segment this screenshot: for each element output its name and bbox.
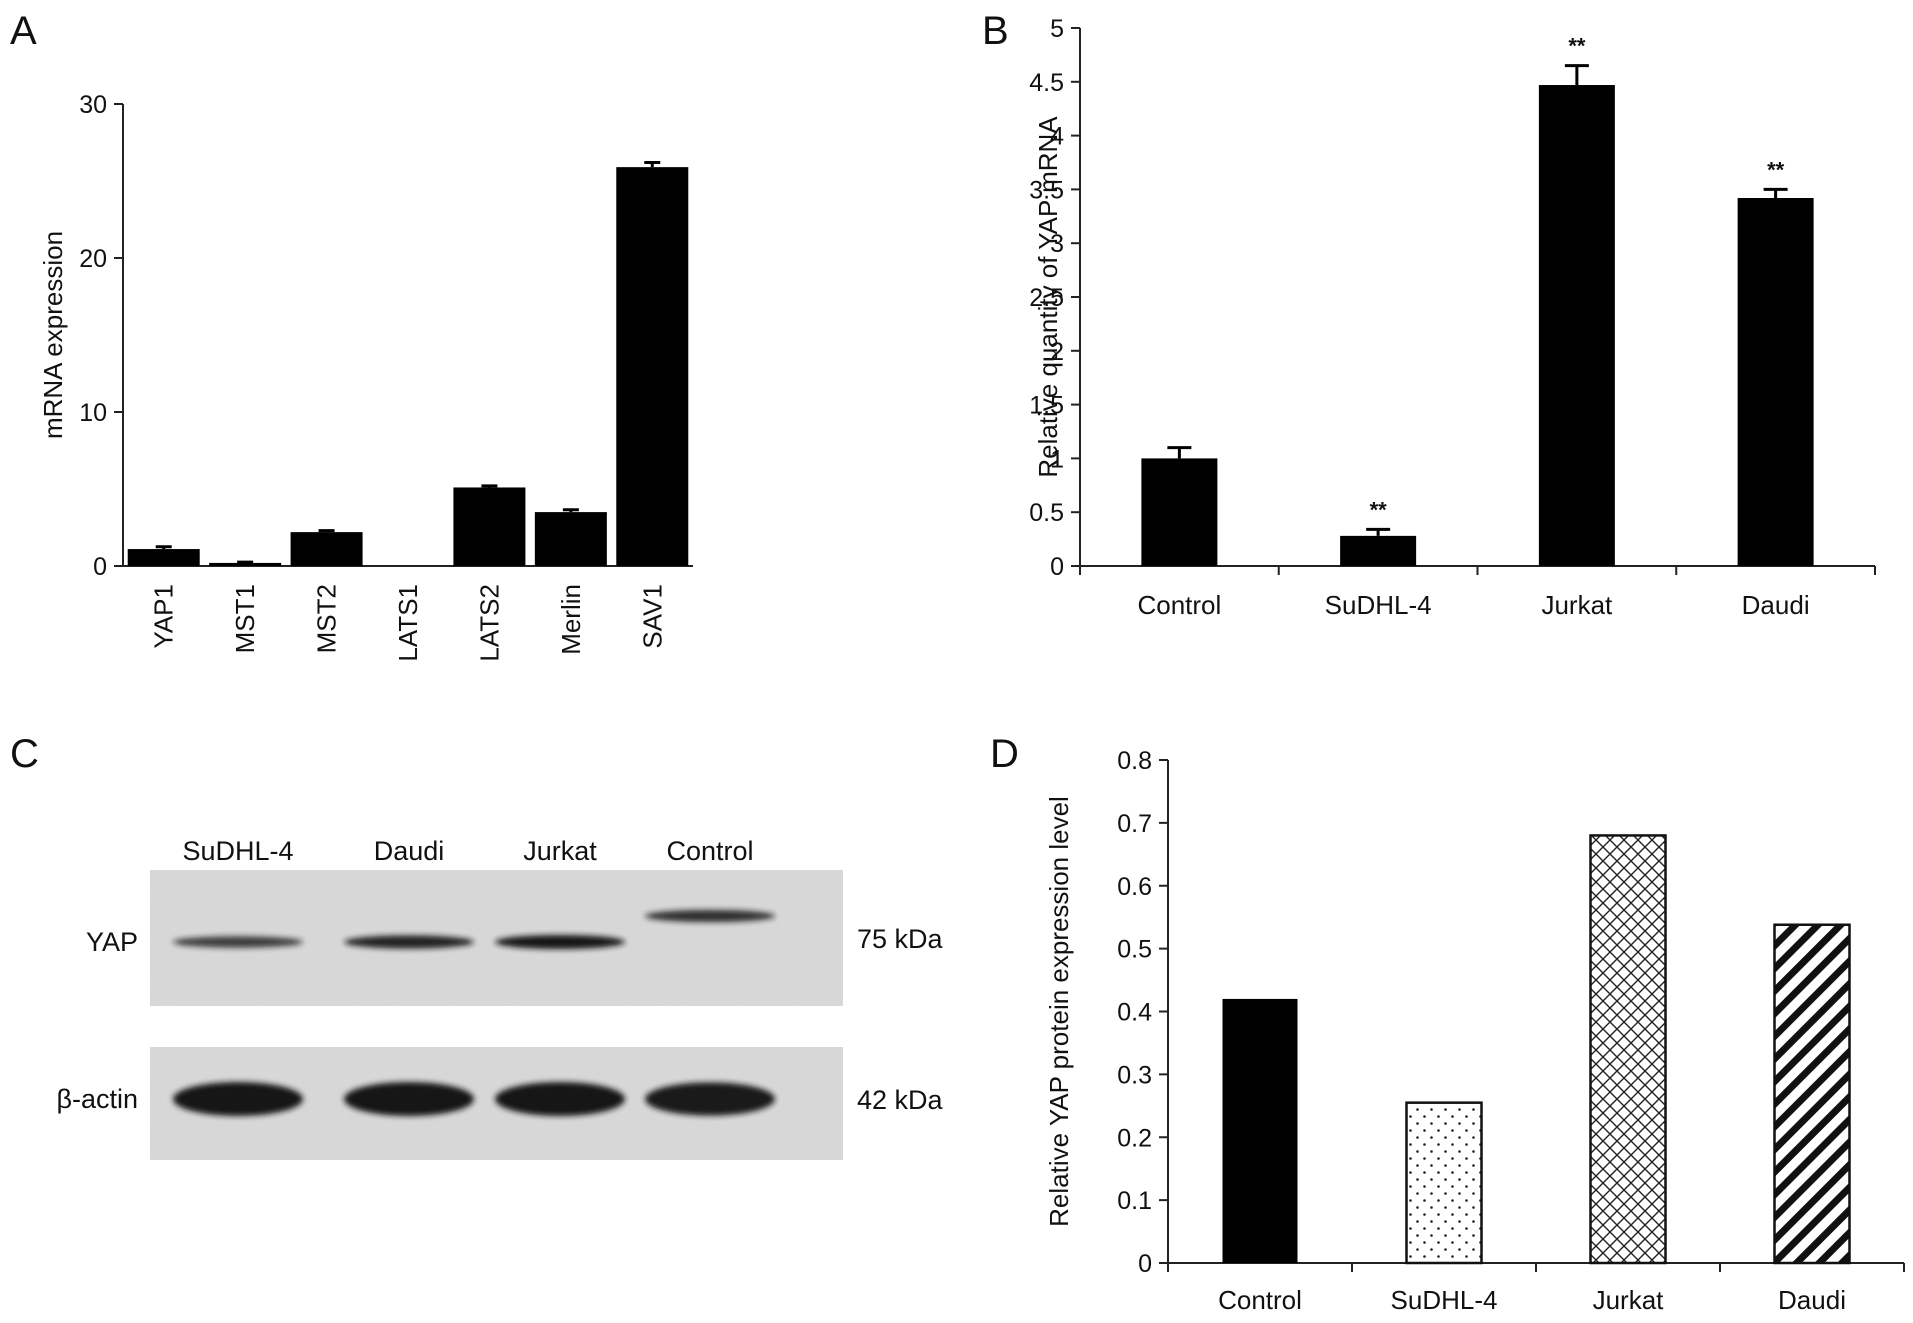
x-tick-label-mst2: MST2 [312,584,342,653]
y-tick-label: 3 [1050,230,1064,258]
bar-jurkat [1538,85,1615,566]
x-tick-label-sudhl-4: SuDHL-4 [1391,1285,1498,1315]
y-tick-label: 0.1 [1117,1187,1152,1215]
bar-sudhl-4 [1340,535,1417,566]
bar-lats2 [453,487,526,566]
y-tick-label: 0.7 [1117,810,1152,838]
bar-jurkat [1589,834,1667,1265]
band-actin-daudi [344,1082,474,1116]
lane-label-sudhl-4: SuDHL-4 [182,836,293,866]
x-tick-label-lats1: LATS1 [393,584,423,662]
y-tick-label: 0 [93,553,107,581]
bar-mst2 [290,532,363,566]
panel-b-letter: B [982,9,1009,53]
x-tick-label-lats2: LATS2 [474,584,504,662]
x-tick-label-control: Control [1218,1285,1302,1315]
significance-daudi: ** [1767,157,1785,182]
y-tick-label: 0.3 [1117,1061,1152,1089]
bar-yap1 [127,549,200,566]
band-actin-jurkat [495,1082,625,1116]
x-tick-label-jurkat: Jurkat [1593,1285,1665,1315]
y-tick-label: 4 [1050,123,1064,151]
y-tick-label: 3.5 [1029,176,1064,204]
y-tick-label: 5 [1050,15,1064,43]
x-tick-label-daudi: Daudi [1742,590,1810,620]
lane-label-control: Control [666,836,753,866]
western-blot: SuDHL-4 Daudi Jurkat Control YAP 75 kDa β-acti… [56,836,944,1160]
band-actin-sudhl-4 [173,1082,303,1116]
y-tick-label: 0 [1050,553,1064,581]
x-tick-label-yap1: YAP1 [149,584,179,649]
y-axis-label: mRNA expression [38,231,68,439]
significance-sudhl-4: ** [1370,497,1388,522]
y-tick-label: 0.2 [1117,1124,1152,1152]
bar-control [1222,998,1298,1263]
x-tick-label-sav1: SAV1 [637,584,667,649]
bar-daudi [1773,923,1851,1265]
y-tick-label: 0.5 [1117,936,1152,964]
row-label-actin: β-actin [56,1084,138,1114]
chart-b-relative-yap-mrna: 0 0.5 1 1.5 2 2.5 3 3.5 4 4.5 5 Control ** SuDHL-4 ** J… [1029,15,1876,620]
row-label-yap: YAP [86,927,138,957]
x-tick-label-control: Control [1137,590,1221,620]
bar-sav1 [616,167,689,566]
lane-label-daudi: Daudi [374,836,445,866]
y-axis-label: Relative YAP protein expression level [1044,796,1074,1227]
y-tick-label: 4.5 [1029,69,1064,97]
y-tick-label: 0 [1138,1250,1152,1278]
y-tick-label: 2.5 [1029,284,1064,312]
y-tick-label: 0.6 [1117,873,1152,901]
chart-a-mrna-expression: 0 10 20 30 YAP1 MST1 MST2 LATS1 LATS2 Merlin SAV1 m… [38,91,693,662]
y-tick-label: 0.4 [1117,999,1152,1027]
band-yap-sudhl-4 [173,936,303,948]
band-yap-jurkat [495,935,625,949]
y-axis-label: Relative quantity of YAP mRNA [1033,116,1063,478]
y-tick-label: 10 [79,399,107,427]
panel-a-letter: A [10,9,37,53]
x-tick-label-mst1: MST1 [230,584,260,653]
y-tick-label: 30 [79,91,107,119]
lane-label-jurkat: Jurkat [523,836,597,866]
band-yap-daudi [344,935,474,949]
chart-d-yap-protein-level: 0 0.1 0.2 0.3 0.4 0.5 0.6 0.7 0.8 Control SuDHL-4 J… [1044,747,1905,1315]
y-tick-label: 0.5 [1029,499,1064,527]
x-tick-label-jurkat: Jurkat [1541,590,1613,620]
bar-sudhl-4 [1405,1101,1483,1265]
y-tick-label: 2 [1050,338,1064,366]
panel-c-letter: C [10,732,39,776]
y-tick-label: 20 [79,245,107,273]
bar-mst1 [209,562,282,566]
bar-control [1141,458,1218,566]
x-tick-label-daudi: Daudi [1778,1285,1846,1315]
band-yap-control [645,909,775,923]
size-label-42-kda: 42 kDa [857,1085,944,1115]
bar-daudi [1737,198,1814,566]
panel-d-letter: D [990,732,1019,776]
x-tick-label-sudhl-4: SuDHL-4 [1325,590,1432,620]
y-tick-label: 1.5 [1029,392,1064,420]
x-tick-label-merlin: Merlin [556,584,586,655]
bar-merlin [534,512,607,566]
y-tick-label: 1 [1050,445,1064,473]
significance-jurkat: ** [1568,34,1586,59]
band-actin-control [645,1082,775,1116]
size-label-75-kda: 75 kDa [857,924,944,954]
y-tick-label: 0.8 [1117,747,1152,775]
